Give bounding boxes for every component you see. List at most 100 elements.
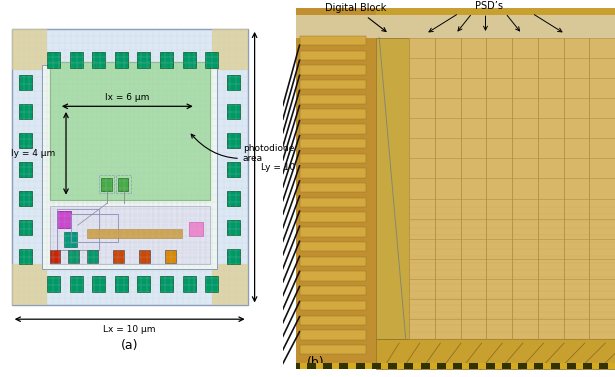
Bar: [300, 139, 366, 148]
Bar: [50, 250, 60, 262]
Bar: [413, 363, 421, 369]
Bar: [87, 250, 98, 262]
Bar: [300, 95, 366, 104]
Bar: [50, 62, 210, 200]
Bar: [19, 104, 32, 119]
Bar: [332, 363, 339, 369]
Bar: [183, 52, 196, 67]
Bar: [183, 276, 196, 291]
Bar: [12, 264, 47, 305]
Bar: [92, 276, 105, 291]
Bar: [212, 264, 247, 305]
Bar: [228, 220, 240, 235]
Bar: [228, 162, 240, 177]
Bar: [300, 257, 366, 266]
Bar: [68, 250, 79, 262]
Bar: [409, 38, 615, 339]
Bar: [64, 232, 77, 247]
Text: lx = 6 μm: lx = 6 μm: [105, 93, 149, 102]
Bar: [300, 198, 366, 207]
Bar: [296, 15, 615, 38]
Bar: [139, 250, 149, 262]
Bar: [300, 80, 366, 89]
Bar: [228, 249, 240, 264]
Bar: [300, 51, 366, 60]
Bar: [576, 363, 583, 369]
Bar: [300, 124, 366, 133]
Text: (b): (b): [308, 356, 325, 369]
Bar: [87, 229, 181, 238]
Bar: [365, 363, 372, 369]
Bar: [137, 52, 151, 67]
Bar: [160, 276, 173, 291]
Bar: [381, 363, 388, 369]
Bar: [300, 301, 366, 310]
Bar: [300, 109, 366, 119]
Bar: [300, 345, 366, 354]
Bar: [300, 271, 366, 281]
Bar: [92, 52, 105, 67]
Bar: [608, 363, 615, 369]
Bar: [300, 316, 366, 325]
Bar: [101, 178, 112, 191]
Text: (a): (a): [121, 339, 138, 351]
Bar: [99, 175, 114, 193]
Bar: [462, 363, 469, 369]
Bar: [189, 222, 203, 236]
Bar: [376, 339, 615, 369]
Bar: [19, 162, 32, 177]
Bar: [429, 363, 437, 369]
Bar: [118, 178, 129, 191]
Bar: [296, 363, 615, 369]
Bar: [228, 191, 240, 206]
Bar: [165, 250, 176, 262]
Bar: [348, 363, 355, 369]
Bar: [300, 168, 366, 178]
Bar: [19, 75, 32, 90]
Bar: [300, 330, 366, 340]
Text: Ly = 10μm: Ly = 10μm: [261, 162, 309, 172]
Bar: [296, 8, 376, 369]
Bar: [527, 363, 534, 369]
Bar: [57, 211, 71, 228]
Text: PSD’s: PSD’s: [475, 2, 503, 11]
Bar: [446, 363, 453, 369]
Bar: [47, 52, 60, 67]
Bar: [115, 276, 128, 291]
Bar: [300, 153, 366, 163]
Bar: [19, 249, 32, 264]
Bar: [300, 286, 366, 296]
Bar: [19, 133, 32, 148]
Bar: [228, 75, 240, 90]
Bar: [300, 65, 366, 75]
Text: Lx = 10 μm: Lx = 10 μm: [103, 325, 156, 334]
Bar: [42, 65, 217, 270]
Bar: [494, 363, 502, 369]
Bar: [300, 363, 307, 369]
Bar: [397, 363, 404, 369]
Text: ly = 4 μm: ly = 4 μm: [11, 149, 55, 158]
Bar: [212, 29, 247, 70]
Bar: [19, 220, 32, 235]
Bar: [511, 363, 518, 369]
Bar: [300, 242, 366, 251]
Bar: [560, 363, 567, 369]
Text: photodiode
area: photodiode area: [191, 134, 294, 163]
Bar: [228, 133, 240, 148]
Bar: [300, 183, 366, 192]
Bar: [478, 363, 486, 369]
Bar: [12, 29, 247, 305]
Bar: [113, 250, 124, 262]
Bar: [69, 52, 82, 67]
Bar: [205, 276, 218, 291]
Bar: [300, 36, 366, 45]
Bar: [19, 191, 32, 206]
Bar: [12, 29, 47, 70]
Bar: [300, 227, 366, 237]
Bar: [115, 52, 128, 67]
Bar: [543, 363, 550, 369]
Bar: [228, 104, 240, 119]
Bar: [57, 208, 99, 250]
Bar: [205, 52, 218, 67]
Bar: [160, 52, 173, 67]
